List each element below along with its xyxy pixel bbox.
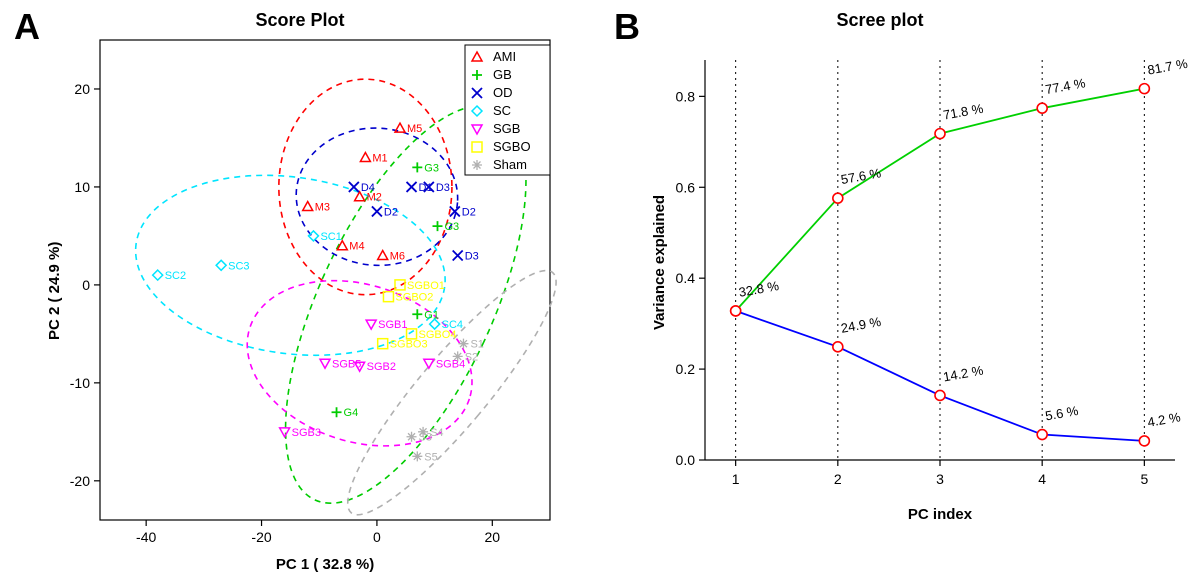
svg-text:SGB: SGB xyxy=(493,121,520,136)
svg-text:S2: S2 xyxy=(465,351,478,363)
svg-text:SGBO: SGBO xyxy=(493,139,531,154)
svg-text:M3: M3 xyxy=(315,202,330,214)
svg-text:SGB1: SGB1 xyxy=(378,319,407,331)
svg-text:D2: D2 xyxy=(462,206,476,218)
panel-b-ylabel: Variance explained xyxy=(651,195,668,330)
svg-text:GB: GB xyxy=(493,67,512,82)
svg-text:2: 2 xyxy=(834,471,842,487)
panel-b-title: Scree plot xyxy=(836,10,923,31)
panel-a-xlabel: PC 1 ( 32.8 %) xyxy=(276,556,374,573)
svg-text:SC: SC xyxy=(493,103,511,118)
svg-text:5.6 %: 5.6 % xyxy=(1044,403,1080,424)
panel-a-label: A xyxy=(14,6,40,48)
figure-root: A Score Plot B Scree plot PC 2 ( 24.9 %)… xyxy=(0,0,1200,588)
svg-text:S4: S4 xyxy=(430,427,443,439)
panel-a-ylabel: PC 2 ( 24.9 %) xyxy=(46,242,63,340)
svg-text:SC2: SC2 xyxy=(165,270,186,282)
svg-text:SGB2: SGB2 xyxy=(367,361,396,373)
svg-text:G3: G3 xyxy=(445,221,460,233)
svg-text:-20: -20 xyxy=(70,473,90,489)
svg-text:1: 1 xyxy=(732,471,740,487)
svg-text:81.7 %: 81.7 % xyxy=(1146,56,1189,78)
svg-text:32.8 %: 32.8 % xyxy=(738,278,781,300)
panel-b-label: B xyxy=(614,6,640,48)
svg-text:M4: M4 xyxy=(349,241,364,253)
svg-text:4.2 %: 4.2 % xyxy=(1146,409,1182,430)
svg-text:14.2 %: 14.2 % xyxy=(942,363,985,385)
svg-text:-20: -20 xyxy=(251,529,271,545)
svg-text:20: 20 xyxy=(485,529,501,545)
svg-text:71.8 %: 71.8 % xyxy=(942,101,985,123)
svg-text:24.9 %: 24.9 % xyxy=(840,314,883,336)
svg-text:D2: D2 xyxy=(384,206,398,218)
svg-text:SGB5: SGB5 xyxy=(332,358,361,370)
svg-text:M1: M1 xyxy=(372,153,387,165)
svg-text:SGBO1: SGBO1 xyxy=(407,280,445,292)
svg-text:SGB3: SGB3 xyxy=(292,427,321,439)
panel-a-title: Score Plot xyxy=(255,10,344,31)
score-plot: -40-20020-20-1001020M5M1M3M2M4M6G3G3G1G4… xyxy=(100,40,550,520)
svg-text:SC1: SC1 xyxy=(320,231,341,243)
svg-text:3: 3 xyxy=(936,471,944,487)
svg-text:OD: OD xyxy=(493,85,513,100)
svg-text:SC3: SC3 xyxy=(228,260,249,272)
svg-text:AMI: AMI xyxy=(493,49,516,64)
svg-text:G3: G3 xyxy=(424,162,439,174)
svg-text:D3: D3 xyxy=(465,251,479,263)
svg-text:D3: D3 xyxy=(436,182,450,194)
panel-b-xlabel: PC index xyxy=(908,506,972,523)
svg-text:G1: G1 xyxy=(424,309,439,321)
svg-text:S1: S1 xyxy=(470,339,483,351)
svg-text:4: 4 xyxy=(1038,471,1046,487)
svg-text:D4: D4 xyxy=(361,182,375,194)
svg-text:S3: S3 xyxy=(419,432,432,444)
svg-text:10: 10 xyxy=(74,179,90,195)
svg-text:SGBO2: SGBO2 xyxy=(395,292,433,304)
svg-text:0.4: 0.4 xyxy=(676,270,696,286)
svg-text:0: 0 xyxy=(82,277,90,293)
scree-plot: 123450.00.20.40.60.832.8 %57.6 %71.8 %77… xyxy=(705,60,1175,460)
svg-text:0: 0 xyxy=(373,529,381,545)
svg-text:0.2: 0.2 xyxy=(676,361,696,377)
svg-text:5: 5 xyxy=(1140,471,1148,487)
svg-text:M6: M6 xyxy=(390,251,405,263)
svg-text:-40: -40 xyxy=(136,529,156,545)
svg-text:M5: M5 xyxy=(407,123,422,135)
svg-text:0.0: 0.0 xyxy=(676,452,696,468)
svg-text:S5: S5 xyxy=(424,451,437,463)
svg-text:0.6: 0.6 xyxy=(676,179,696,195)
svg-text:77.4 %: 77.4 % xyxy=(1044,75,1087,97)
svg-text:G4: G4 xyxy=(344,407,359,419)
svg-text:-10: -10 xyxy=(70,375,90,391)
svg-text:SGBO3: SGBO3 xyxy=(390,339,428,351)
svg-text:Sham: Sham xyxy=(493,157,527,172)
svg-text:0.8: 0.8 xyxy=(676,88,696,104)
svg-text:20: 20 xyxy=(74,81,90,97)
